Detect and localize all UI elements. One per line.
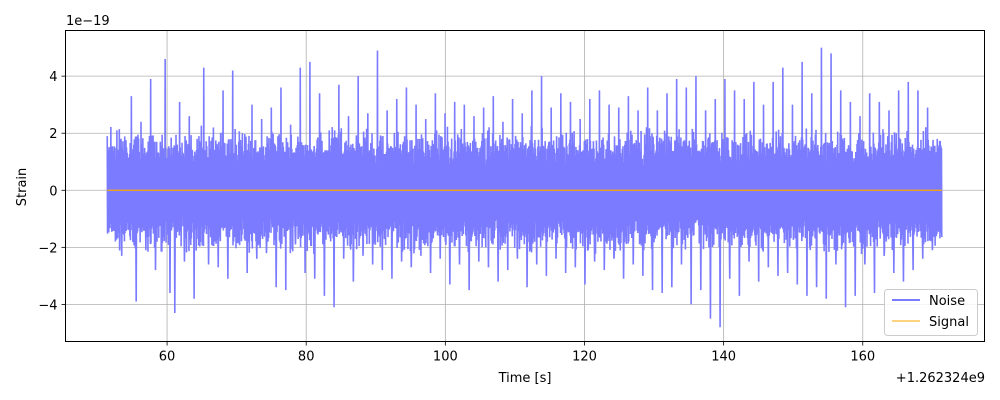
- x-ticks: 60 80 100 120 140 160: [159, 341, 875, 365]
- y-axis-label: Strain: [15, 168, 30, 207]
- x-tick-label: 80: [298, 350, 315, 365]
- y-scale-label: 1e−19: [66, 14, 110, 29]
- x-axis-label: Time [s]: [498, 371, 552, 386]
- noise-line: [106, 47, 943, 328]
- noise-series: [106, 47, 943, 328]
- y-tick-label: 4: [49, 70, 57, 85]
- legend: Noise Signal: [884, 289, 978, 336]
- x-offset-label: +1.262324e9: [896, 371, 985, 386]
- y-ticks: −4 −2 0 2 4: [38, 70, 66, 313]
- plot-frame: [65, 30, 985, 342]
- x-tick-label: 60: [159, 350, 176, 365]
- y-tick-label: −2: [38, 241, 57, 256]
- legend-noise-label: Noise: [929, 294, 965, 309]
- x-tick-label: 140: [711, 350, 736, 365]
- y-tick-label: 0: [49, 184, 57, 199]
- y-tick-label: 2: [49, 127, 57, 142]
- x-tick-label: 120: [572, 350, 597, 365]
- legend-signal-label: Signal: [929, 315, 969, 330]
- y-tick-label: −4: [38, 298, 57, 313]
- x-tick-label: 100: [433, 350, 458, 365]
- x-tick-label: 160: [850, 350, 875, 365]
